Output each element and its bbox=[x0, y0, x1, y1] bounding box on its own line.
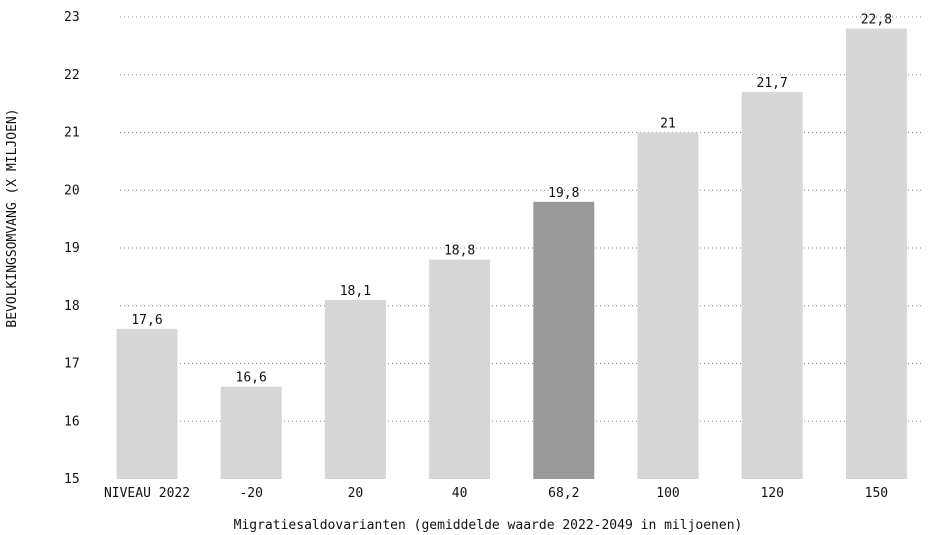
x-tick-label: 68,2 bbox=[548, 486, 579, 501]
bar bbox=[845, 28, 907, 480]
y-tick-label: 23 bbox=[64, 10, 80, 25]
x-tick-label: NIVEAU 2022 bbox=[104, 486, 190, 501]
bar bbox=[741, 92, 803, 479]
y-axis-title: BEVOLKINGSOMVANG (X MILJOEN) bbox=[5, 108, 20, 327]
x-tick-label: 150 bbox=[865, 486, 888, 501]
bar-value-label: 21 bbox=[660, 117, 676, 132]
y-tick-label: 18 bbox=[64, 299, 80, 314]
bar-value-label: 22,8 bbox=[861, 13, 892, 28]
y-tick-label: 21 bbox=[64, 126, 80, 141]
bar bbox=[533, 201, 595, 480]
y-tick-label: 15 bbox=[64, 472, 80, 487]
bar-value-label: 16,6 bbox=[236, 371, 267, 386]
bar-value-label: 18,1 bbox=[340, 284, 371, 299]
y-tick-label: 22 bbox=[64, 68, 80, 83]
x-tick-label: -20 bbox=[239, 486, 262, 501]
data-labels: 17,6 16,6 18,1 18,8 19,8 21 21,7 22,8 bbox=[131, 13, 892, 386]
y-axis-ticks: 15 16 17 18 19 20 21 22 23 bbox=[64, 10, 80, 487]
x-tick-label: 20 bbox=[348, 486, 364, 501]
bar-value-label: 21,7 bbox=[757, 76, 788, 91]
bar bbox=[429, 259, 491, 479]
bar bbox=[220, 386, 282, 479]
y-tick-label: 16 bbox=[64, 414, 80, 429]
y-tick-label: 19 bbox=[64, 241, 80, 256]
bar bbox=[116, 328, 178, 479]
bar-value-label: 18,8 bbox=[444, 244, 475, 259]
y-tick-label: 17 bbox=[64, 357, 80, 372]
bars bbox=[116, 28, 907, 480]
x-tick-label: 100 bbox=[656, 486, 679, 501]
bar-value-label: 17,6 bbox=[131, 313, 162, 328]
x-tick-label: 120 bbox=[760, 486, 783, 501]
bar bbox=[324, 299, 386, 479]
x-axis-title: Migratiesaldovarianten (gemiddelde waard… bbox=[234, 518, 743, 533]
bar bbox=[637, 132, 699, 479]
x-tick-label: 40 bbox=[452, 486, 468, 501]
x-axis-ticks: NIVEAU 2022 -20 20 40 68,2 100 120 150 bbox=[104, 486, 888, 501]
y-tick-label: 20 bbox=[64, 183, 80, 198]
bar-value-label: 19,8 bbox=[548, 186, 579, 201]
